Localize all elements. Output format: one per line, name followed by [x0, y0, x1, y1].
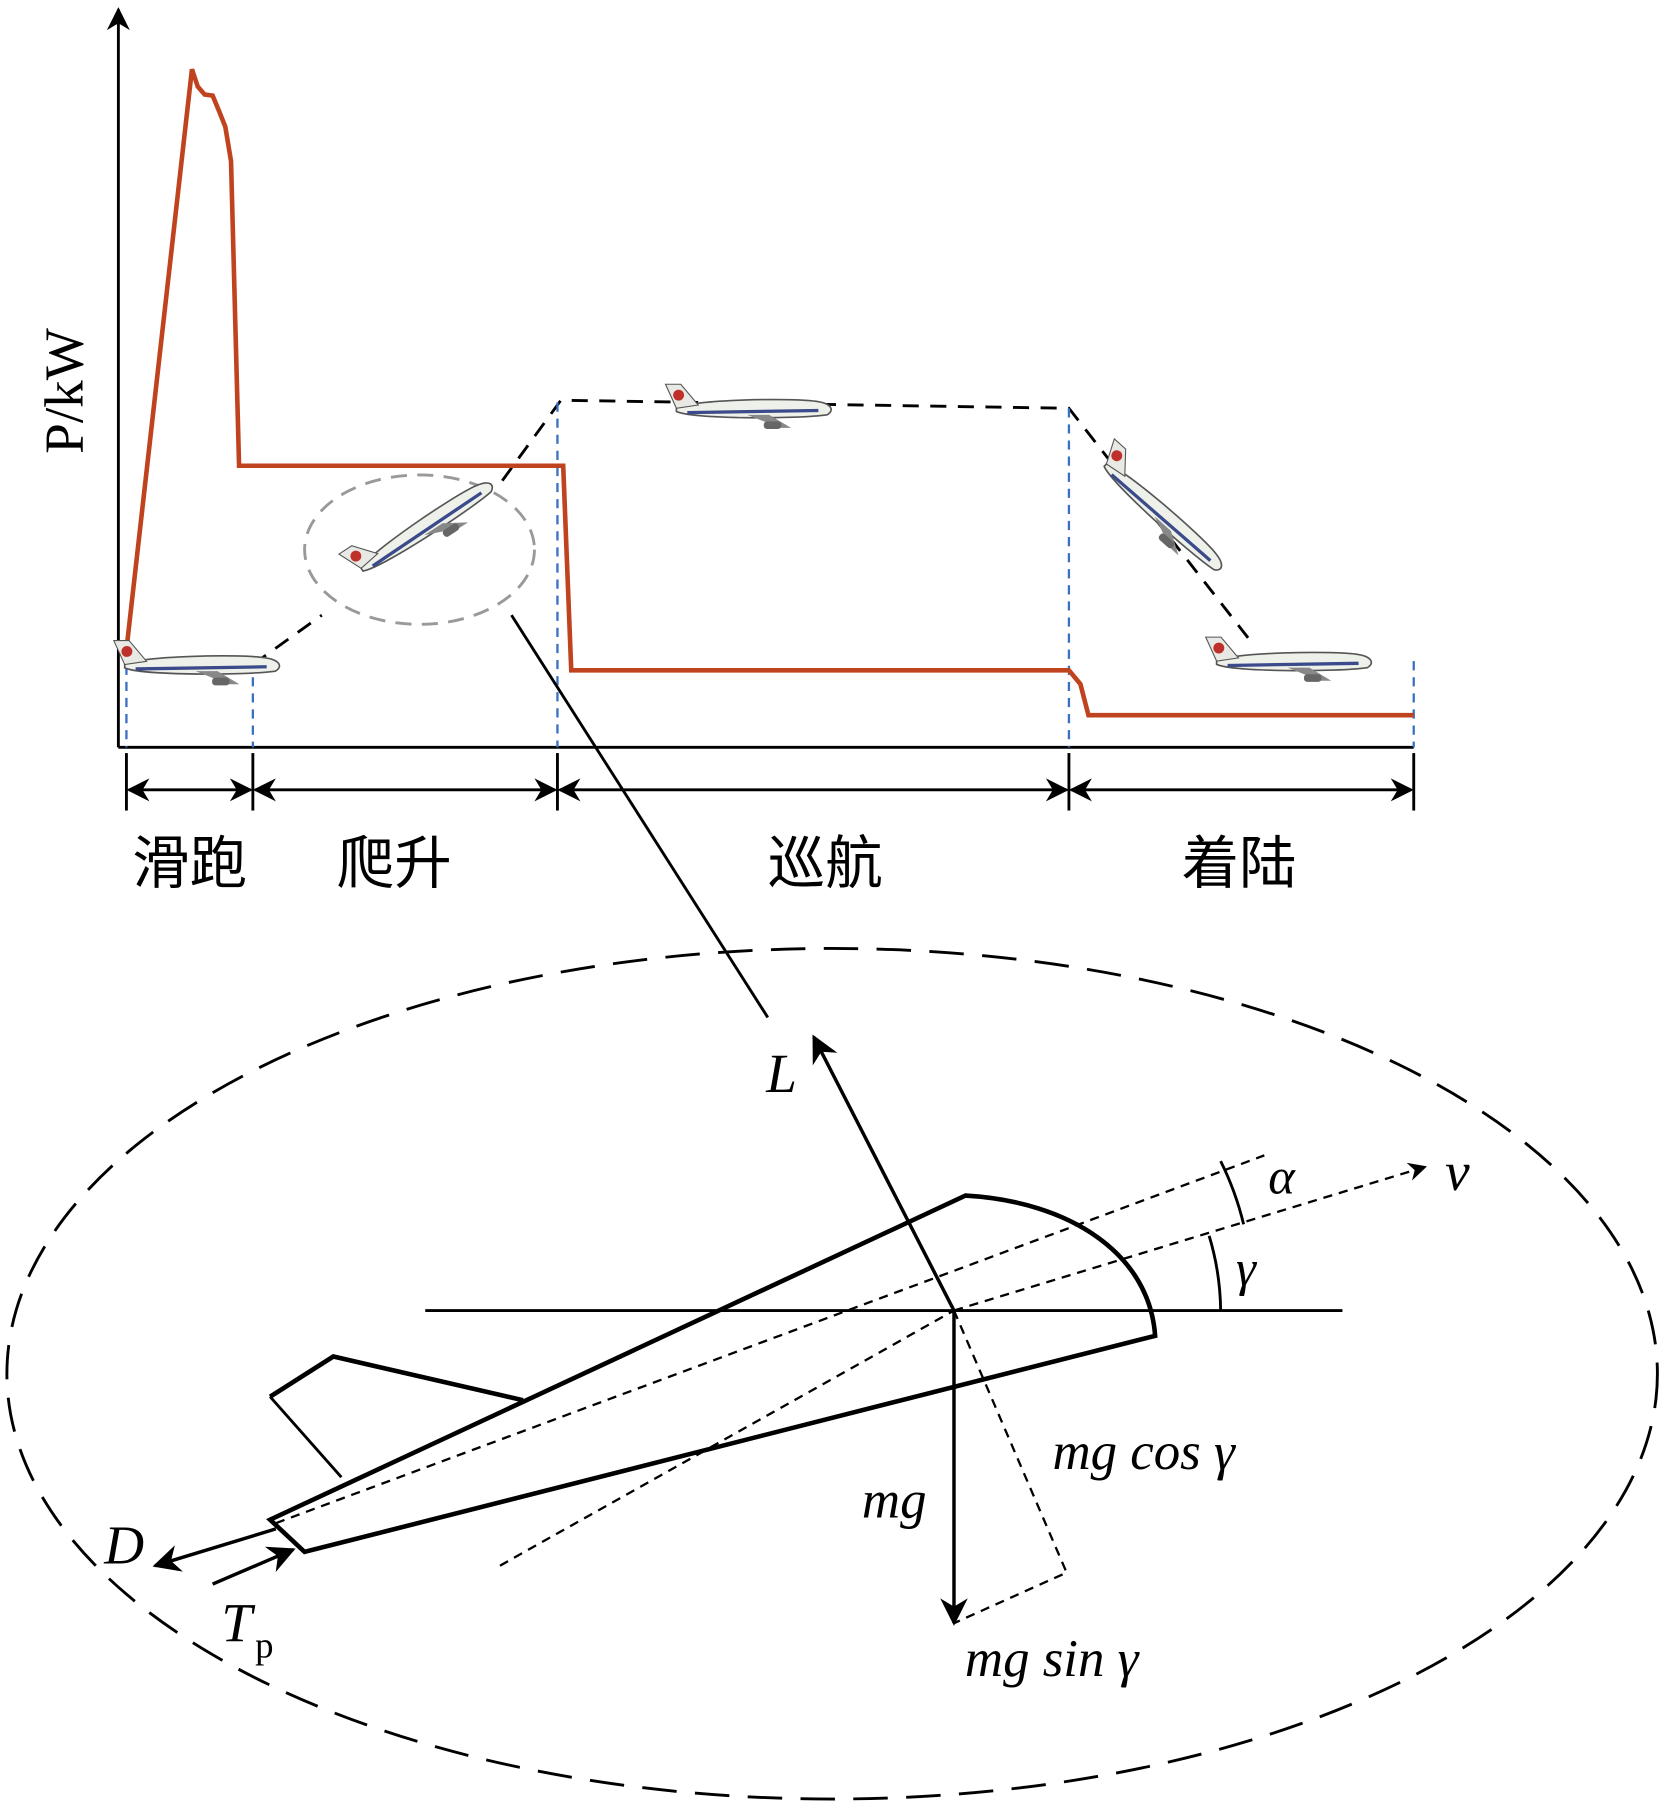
force-label: L: [765, 1043, 797, 1104]
plane-icon: [1204, 635, 1373, 684]
force-label: mg cos γ: [1052, 1423, 1235, 1481]
plane-icon: [112, 638, 282, 687]
force-diagram: [152, 1034, 1427, 1626]
force-label-subscript: p: [255, 1625, 273, 1666]
force-label: α: [1268, 1148, 1296, 1204]
plane-icon: [663, 382, 833, 431]
flight-path: [501, 398, 1254, 645]
force-label: γ: [1236, 1240, 1258, 1296]
plane-icon: [337, 462, 504, 594]
force-label: D: [103, 1514, 144, 1575]
force-label: mg: [862, 1471, 927, 1529]
phase-dividers: [125, 402, 1415, 748]
detail-ellipse: [5, 947, 1659, 1801]
y-axis-label: P/kW: [34, 328, 95, 454]
phase-label: 着陆: [1182, 833, 1297, 896]
highlight-ellipse: [303, 473, 536, 626]
connector: [510, 614, 769, 1019]
phase-arrows: [124, 753, 1416, 811]
force-label: T: [221, 1593, 255, 1654]
force-label: mg sin γ: [965, 1630, 1140, 1688]
phase-label: 巡航: [768, 833, 883, 896]
phase-label: 滑跑: [132, 833, 247, 896]
force-label: v: [1445, 1141, 1470, 1202]
phase-label: 爬升: [337, 833, 452, 896]
plane-icon: [1082, 437, 1240, 585]
power-curve: [124, 68, 1414, 718]
flight-path: [252, 613, 323, 666]
